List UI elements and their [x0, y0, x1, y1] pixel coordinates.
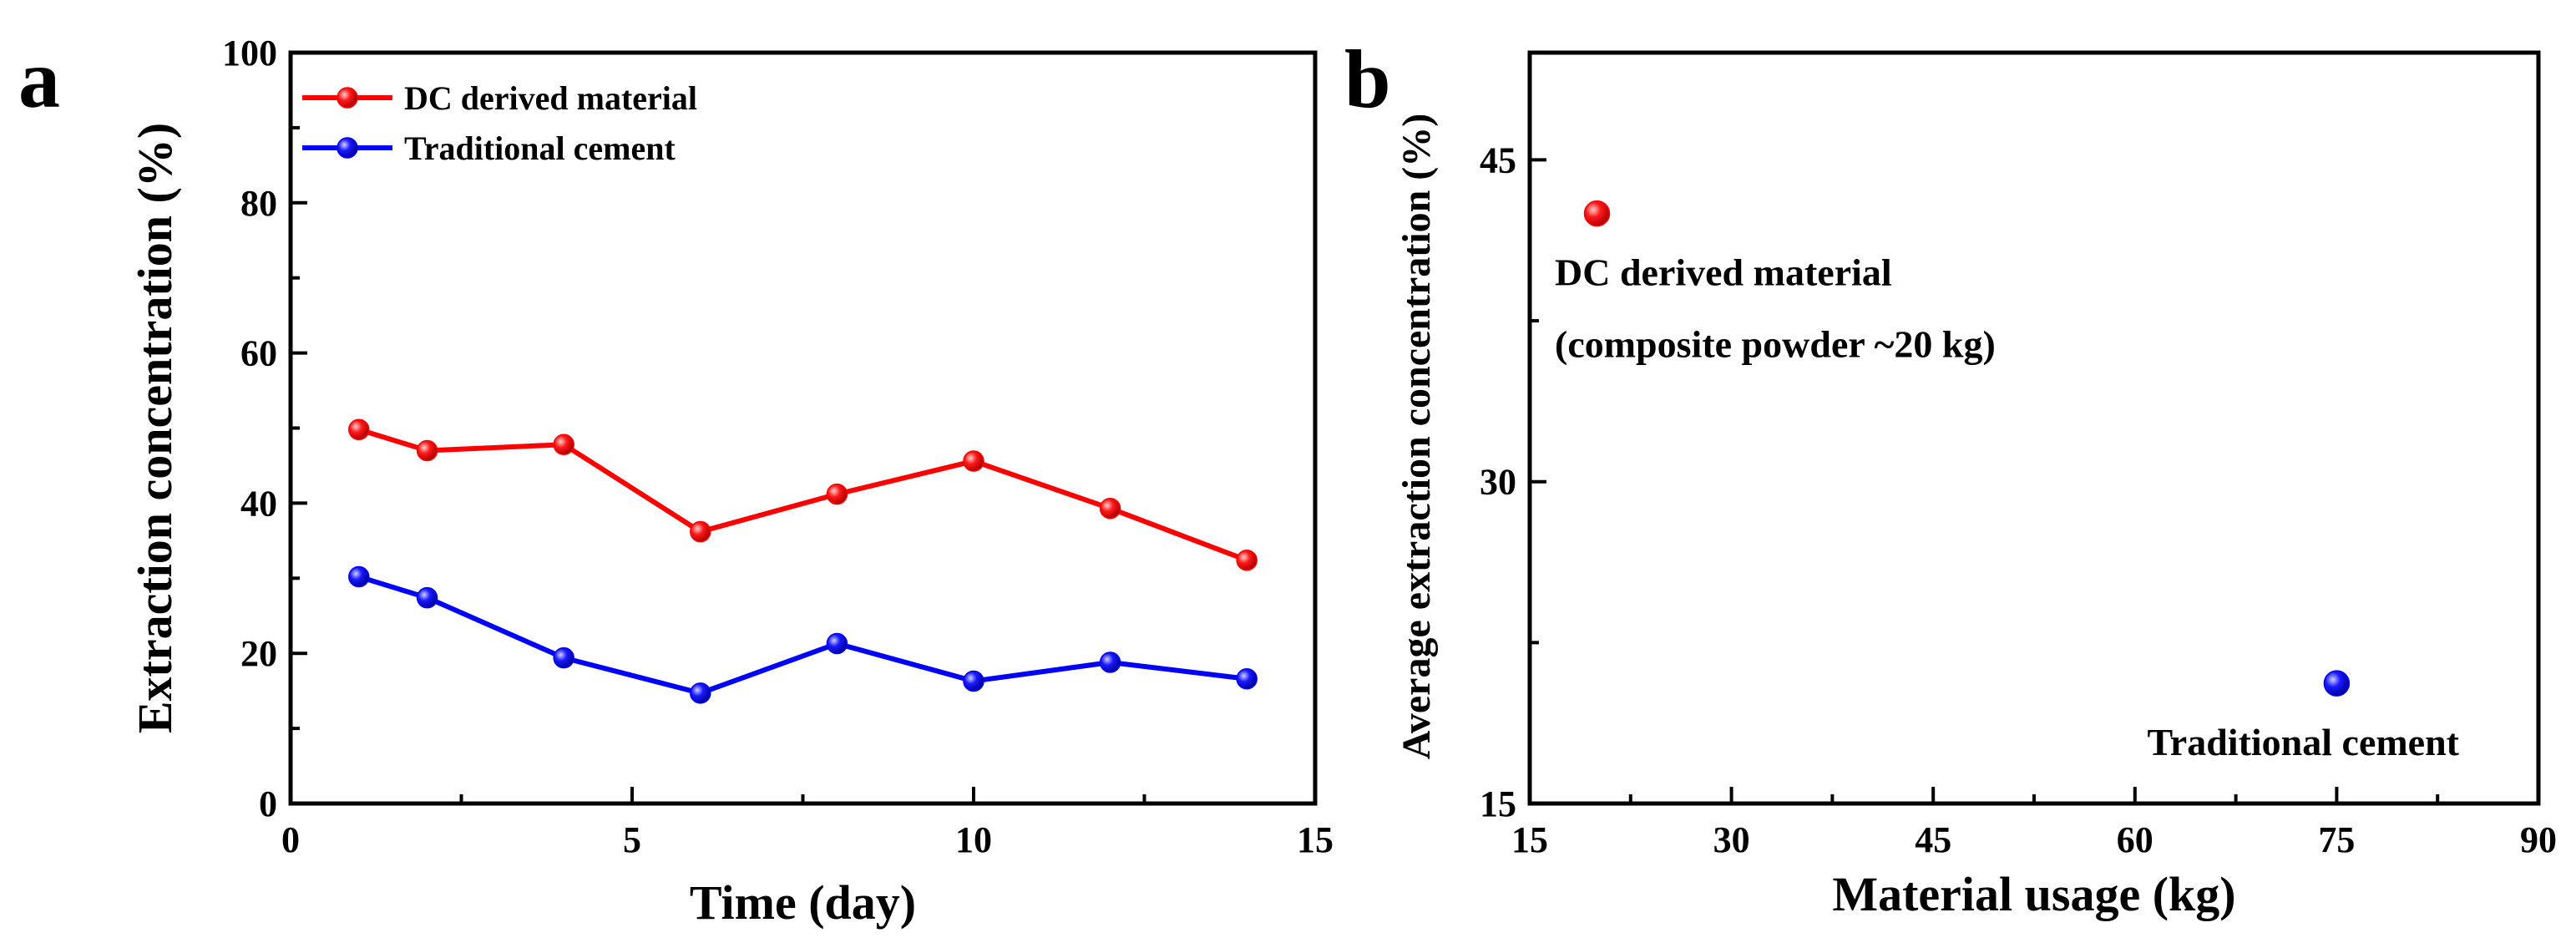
- panel-a-data-point: [1099, 497, 1121, 520]
- panel-b-data-point: [1583, 200, 1611, 227]
- panel-b-point-label: DC derived material: [1555, 251, 1892, 294]
- panel-b-y-tick-label: 45: [1480, 139, 1516, 180]
- panel-a-y-tick-label: 0: [259, 783, 277, 824]
- panel-b-x-tick-label: 15: [1511, 819, 1548, 860]
- panel-a-data-point: [690, 520, 711, 543]
- panel-a-y-tick-label: 40: [240, 483, 277, 524]
- panel-a-data-point: [553, 433, 574, 456]
- panel-a-y-tick-label: 80: [240, 183, 277, 224]
- panel-a-letter: a: [18, 33, 60, 125]
- panel-a-y-axis-title: Extraction concentration (%): [128, 123, 182, 733]
- panel-b-plot: 15 30 45 60 75 90 15 30 45 DC derived material (co…: [1480, 50, 2557, 860]
- panel-a-series-line: [357, 427, 1248, 563]
- panel-a-data-point: [826, 632, 848, 655]
- panel-b-x-tick-label: 45: [1915, 819, 1951, 860]
- panel-b-x-axis-title: Material usage (kg): [1832, 867, 2235, 921]
- panel-a-data-point: [348, 565, 370, 588]
- panel-b-point-label: (composite powder ~20 kg): [1555, 323, 1996, 366]
- panel-a-line-chart: a 0 5 10 15 0 20 40 60 80 100 DC derived material T…: [18, 33, 1334, 930]
- panel-a-plot: 0 5 10 15 0 20 40 60 80 100 DC derived material Tra…: [222, 33, 1334, 860]
- panel-b-x-tick-label: 30: [1713, 819, 1750, 860]
- panel-a-legend-label: DC derived material: [404, 79, 697, 117]
- panel-a-data-point: [1236, 668, 1258, 690]
- panel-a-y-tick-label: 20: [240, 633, 277, 674]
- panel-b-letter: b: [1344, 33, 1391, 125]
- panel-b-y-tick-label: 15: [1480, 783, 1516, 824]
- panel-b-data-point: [2323, 670, 2351, 697]
- panel-b-point-label: Traditional cement: [2148, 721, 2460, 763]
- panel-a-x-tick-label: 15: [1297, 819, 1334, 860]
- panel-a-data-point: [963, 670, 984, 692]
- panel-a-data-point: [826, 483, 848, 505]
- panel-a-legend-marker: [337, 87, 358, 109]
- panel-b-y-tick-label: 30: [1480, 462, 1516, 503]
- panel-a-y-tick-label: 60: [240, 333, 277, 374]
- panel-a-x-tick-label: 10: [955, 819, 992, 860]
- panel-a-y-tick-label: 100: [222, 33, 277, 74]
- panel-b-scatter-chart: b 15 30 45 60 75 90 15 30 45 DC derived material (…: [1344, 33, 2557, 921]
- panel-a-data-point: [416, 586, 438, 609]
- panel-a-x-tick-label: 5: [623, 819, 641, 860]
- panel-a-data-point: [1099, 651, 1121, 673]
- panel-a-data-point: [1236, 549, 1258, 571]
- panel-b-x-tick-label: 90: [2520, 819, 2557, 860]
- panel-a-legend-marker: [337, 137, 358, 159]
- panel-b-x-tick-label: 75: [2318, 819, 2355, 860]
- panel-a-series-line: [357, 574, 1248, 696]
- panel-b-y-axis-title: Average extraction concentration (%): [1394, 114, 1439, 760]
- panel-a-data-point: [416, 439, 438, 462]
- panel-a-legend-label: Traditional cement: [404, 129, 676, 167]
- panel-a-data-point: [553, 646, 574, 669]
- panel-a-x-tick-label: 0: [281, 819, 300, 860]
- panel-a-data-point: [690, 682, 711, 704]
- panel-b-plot-frame: [1527, 50, 2541, 806]
- panel-b-x-tick-label: 60: [2117, 819, 2153, 860]
- panel-a-data-point: [963, 450, 984, 472]
- panel-a-data-point: [348, 418, 370, 441]
- panel-a-x-axis-title: Time (day): [690, 875, 916, 930]
